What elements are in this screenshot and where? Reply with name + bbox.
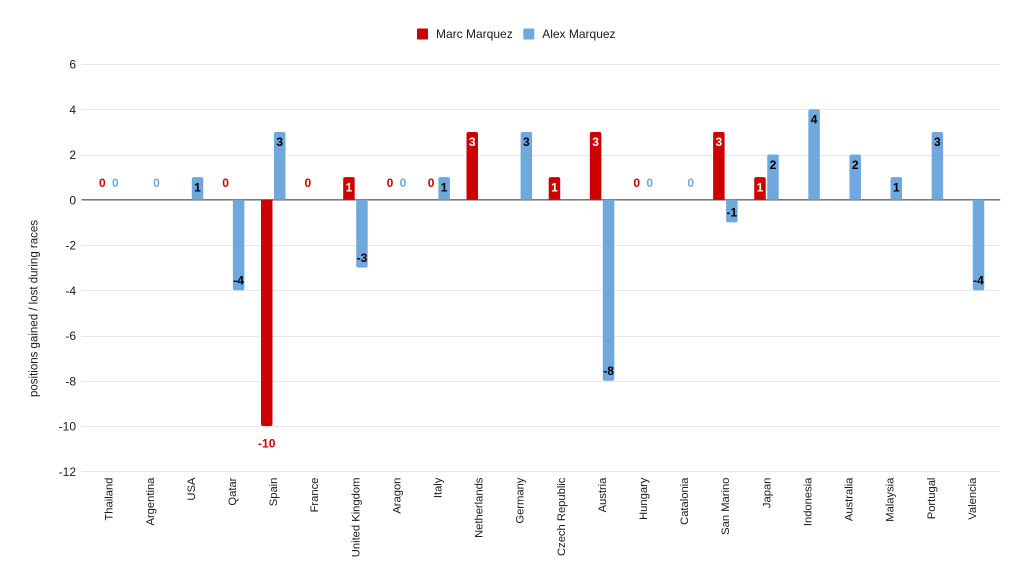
svg-text:-8: -8 [603,364,614,378]
svg-text:0: 0 [428,176,435,190]
svg-text:0: 0 [222,176,229,190]
svg-text:Portugal: Portugal [926,478,938,520]
svg-text:-4: -4 [65,284,76,298]
svg-text:3: 3 [592,135,599,149]
svg-text:3: 3 [934,135,941,149]
svg-text:4: 4 [69,103,76,117]
svg-text:Netherlands: Netherlands [474,477,486,538]
svg-text:0: 0 [153,176,160,190]
svg-text:Valencia: Valencia [967,477,979,520]
svg-text:Hungary: Hungary [638,477,650,520]
svg-text:-4: -4 [233,274,244,288]
svg-text:1: 1 [346,180,353,194]
svg-text:Spain: Spain [268,478,280,507]
svg-text:1: 1 [893,180,900,194]
svg-text:Austria: Austria [597,477,609,513]
svg-text:United Kingdom: United Kingdom [350,478,362,558]
svg-text:Alex Marquez: Alex Marquez [542,27,615,41]
svg-text:Australia: Australia [844,477,856,521]
svg-text:6: 6 [69,58,76,72]
svg-text:1: 1 [551,180,558,194]
svg-text:-3: -3 [357,251,368,265]
svg-text:3: 3 [469,135,476,149]
svg-text:Aragon: Aragon [391,478,403,514]
svg-text:1: 1 [194,180,201,194]
svg-text:-2: -2 [65,239,76,253]
svg-text:-10: -10 [258,437,276,451]
svg-text:0: 0 [69,193,76,207]
svg-text:Indonesia: Indonesia [802,477,814,526]
svg-text:San Marino: San Marino [720,478,732,535]
svg-text:Argentina: Argentina [145,477,157,526]
svg-text:0: 0 [99,176,106,190]
svg-text:Marc Marquez: Marc Marquez [436,27,513,41]
svg-text:-12: -12 [59,465,77,479]
svg-text:Malaysia: Malaysia [885,477,897,522]
svg-text:-10: -10 [59,420,77,434]
svg-text:Italy: Italy [432,477,444,498]
svg-text:0: 0 [400,176,407,190]
svg-text:0: 0 [646,176,653,190]
svg-text:-4: -4 [973,274,984,288]
svg-text:0: 0 [633,176,640,190]
svg-text:Czech Republic: Czech Republic [556,477,568,556]
svg-text:3: 3 [276,135,283,149]
svg-text:2: 2 [770,158,777,172]
svg-text:Thailand: Thailand [104,478,116,521]
svg-text:0: 0 [112,176,119,190]
svg-text:3: 3 [716,135,723,149]
svg-text:2: 2 [852,158,859,172]
svg-text:-1: -1 [727,206,738,220]
svg-text:1: 1 [757,180,764,194]
svg-text:1: 1 [441,180,448,194]
svg-text:3: 3 [523,135,530,149]
svg-text:Japan: Japan [761,478,773,508]
svg-text:positions gained / lost during: positions gained / lost during races [29,220,41,397]
svg-text:0: 0 [387,176,394,190]
svg-text:Qatar: Qatar [227,477,239,505]
svg-text:2: 2 [69,148,76,162]
svg-text:-8: -8 [65,374,76,388]
svg-text:4: 4 [811,113,818,127]
svg-text:Catalonia: Catalonia [679,477,691,525]
svg-text:France: France [309,478,321,513]
svg-text:0: 0 [304,176,311,190]
svg-text:USA: USA [186,477,198,501]
svg-text:Germany: Germany [515,477,527,523]
svg-text:0: 0 [687,176,694,190]
svg-text:-6: -6 [65,329,76,343]
